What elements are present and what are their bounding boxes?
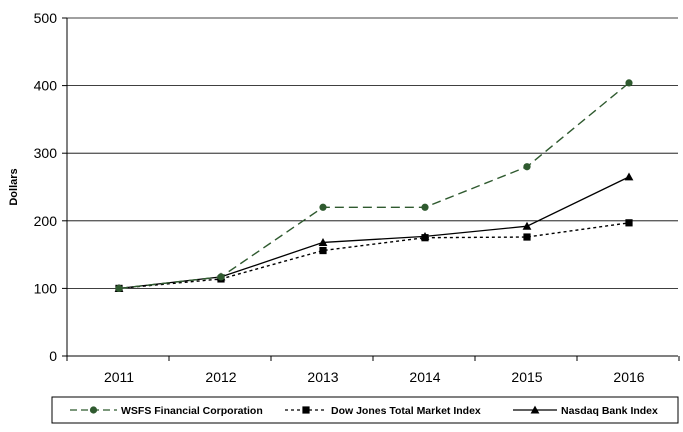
series-marker-triangle (530, 405, 540, 414)
legend-item: WSFS Financial Corporation (70, 405, 263, 417)
x-tick-label: 2016 (613, 369, 644, 385)
series-marker-circle (625, 79, 633, 87)
legend-label: Nasdaq Bank Index (561, 405, 658, 417)
series-marker-circle (89, 406, 98, 414)
series-marker-circle (421, 203, 429, 211)
series-line (118, 222, 630, 290)
series-marker-triangle (318, 238, 328, 246)
y-tick-label: 500 (34, 10, 58, 26)
y-axis-title: Dollars (8, 168, 20, 205)
legend-box (51, 396, 679, 424)
y-tick-label: 0 (49, 348, 57, 364)
series-nasdaq-bank-index (114, 172, 634, 292)
series-line (118, 82, 630, 290)
series-wsfs-financial-corporation (115, 79, 633, 292)
series-marker-triangle (522, 221, 532, 230)
y-tick-label: 300 (34, 145, 58, 161)
series-marker-triangle (624, 172, 634, 181)
series-marker-circle (319, 203, 327, 211)
x-tick-label: 2011 (104, 369, 134, 385)
series-marker-circle (523, 163, 531, 171)
axes (66, 18, 678, 357)
series-marker-triangle (420, 231, 430, 240)
series-marker-square (302, 406, 310, 414)
y-tick-label: 100 (34, 280, 58, 296)
x-axis-ticks: 2011 2012 2013 2014 2015 2016 (66, 356, 680, 385)
x-tick-label: 2012 (205, 369, 236, 385)
legend-label: Dow Jones Total Market Index (331, 405, 481, 417)
gridlines (67, 17, 678, 289)
legend: WSFS Financial Corporation Dow Jones Tota… (51, 396, 679, 424)
series-marker-square (625, 219, 633, 227)
y-axis-ticks: 0 100 200 300 400 500 (34, 10, 67, 364)
series-marker-circle (217, 273, 225, 281)
legend-item: Dow Jones Total Market Index (285, 405, 481, 417)
y-tick-label: 400 (34, 78, 58, 94)
series-marker-square (523, 233, 531, 241)
x-tick-label: 2014 (409, 369, 440, 385)
series-line (118, 176, 630, 290)
legend-item: Nasdaq Bank Index (513, 405, 658, 417)
legend-label: WSFS Financial Corporation (121, 405, 263, 417)
series-marker-square (319, 246, 327, 255)
y-tick-label: 200 (34, 213, 58, 229)
x-tick-label: 2015 (511, 369, 542, 385)
series-group (114, 79, 634, 292)
x-tick-label: 2013 (307, 369, 338, 385)
series-dow-jones-total-market-index (115, 219, 633, 292)
series-marker-circle (115, 284, 123, 292)
